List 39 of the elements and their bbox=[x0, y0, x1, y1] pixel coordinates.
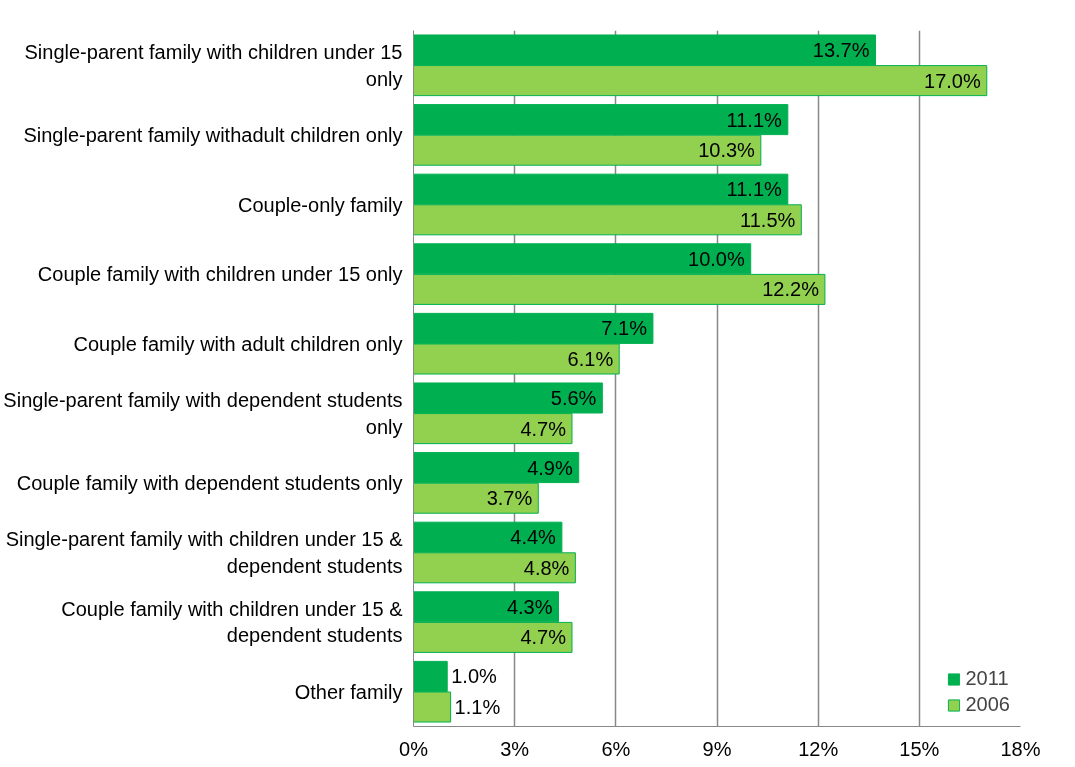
y-tick-label: Single-parent family with children under 15 only bbox=[24, 41, 403, 90]
data-label: 11.1% bbox=[726, 178, 783, 201]
data-label: 4.7% bbox=[520, 417, 567, 440]
data-label: 1.1% bbox=[454, 696, 501, 719]
data-label: 3.7% bbox=[486, 487, 533, 510]
data-label: 4.7% bbox=[520, 626, 567, 649]
data-label: 4.9% bbox=[527, 456, 573, 479]
y-tick-label: Single-parent family with dependent students only bbox=[3, 389, 403, 438]
y-tick-label: Single-parent family withadult children only bbox=[23, 123, 403, 146]
data-label: 12.2% bbox=[762, 278, 820, 301]
data-label: 5.6% bbox=[550, 386, 597, 409]
y-tick-label: Couple family with children under 15 & dependent students bbox=[61, 597, 404, 647]
legend-label: 2011 bbox=[965, 667, 1009, 690]
data-label: 6.1% bbox=[567, 348, 614, 371]
y-tick-label: Couple family with adult children only bbox=[73, 332, 403, 355]
data-label: 13.7% bbox=[812, 38, 870, 61]
y-tick-label: Other family bbox=[294, 680, 403, 703]
x-tick-label: 3% bbox=[500, 737, 530, 760]
data-label: 1.0% bbox=[451, 665, 498, 688]
x-tick-label: 0% bbox=[399, 737, 429, 760]
x-tick-label: 15% bbox=[899, 737, 940, 760]
legend-label: 2006 bbox=[965, 693, 1010, 716]
y-tick-label: Couple-only family bbox=[237, 193, 403, 216]
x-tick-label: 9% bbox=[702, 737, 732, 760]
data-label: 10.3% bbox=[698, 139, 756, 162]
x-tick-label: 6% bbox=[601, 737, 631, 760]
data-label: 4.8% bbox=[523, 556, 570, 579]
data-label: 7.1% bbox=[601, 317, 648, 340]
x-tick-label: 18% bbox=[1000, 737, 1041, 760]
data-label: 11.5% bbox=[740, 208, 796, 231]
data-label: 11.1% bbox=[726, 108, 783, 131]
data-label: 10.0% bbox=[688, 247, 745, 270]
x-tick-label: 12% bbox=[798, 737, 839, 760]
data-label: 4.3% bbox=[506, 595, 553, 618]
y-tick-label: Single-parent family with children under 15 & dependent students bbox=[5, 528, 404, 577]
y-tick-label: Couple family with dependent students only bbox=[16, 471, 403, 494]
data-label: 17.0% bbox=[924, 69, 981, 92]
y-tick-label: Couple family with children under 15 only bbox=[37, 263, 403, 286]
data-label: 4.4% bbox=[510, 526, 557, 549]
